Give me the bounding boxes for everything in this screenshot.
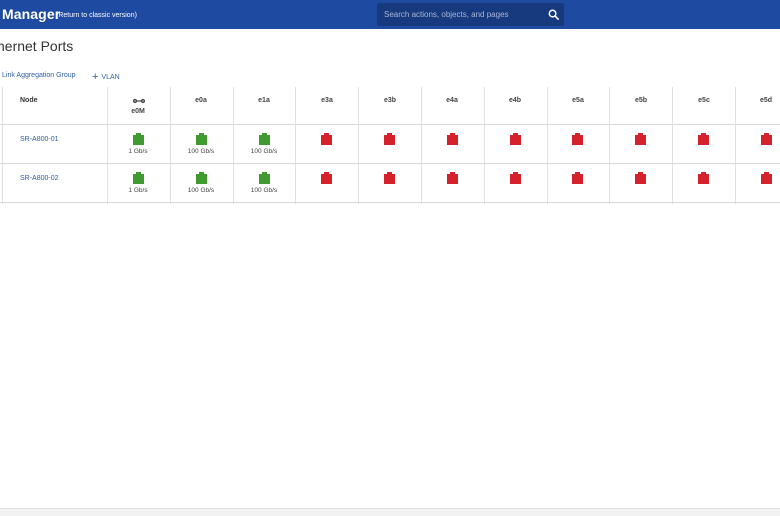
column-divider bbox=[484, 87, 485, 204]
port-speed-label: 100 Gb/s bbox=[187, 148, 215, 155]
port-status-icon-e5a[interactable] bbox=[572, 172, 583, 184]
port-status-icon-e5b[interactable] bbox=[635, 133, 646, 145]
table-row: SR-A800-02 1 Gb/s 100 Gb/s 100 Gb/s bbox=[0, 164, 780, 203]
column-divider bbox=[672, 87, 673, 204]
column-divider bbox=[233, 87, 234, 204]
port-status-icon-e5a[interactable] bbox=[572, 133, 583, 145]
port-status-icon-e3b[interactable] bbox=[384, 133, 395, 145]
port-status-icon-e5d[interactable] bbox=[761, 133, 772, 145]
port-status-icon-e0a[interactable] bbox=[196, 172, 207, 184]
port-status-icon-e4a[interactable] bbox=[447, 172, 458, 184]
port-column-header-e0M: e0M bbox=[131, 108, 145, 115]
port-column-header-e3b: e3b bbox=[383, 97, 397, 104]
node-column-header: Node bbox=[20, 97, 38, 104]
column-divider bbox=[421, 87, 422, 204]
port-status-icon-e1a[interactable] bbox=[259, 133, 270, 145]
port-status-icon-e4a[interactable] bbox=[447, 133, 458, 145]
port-column-header-e4a: e4a bbox=[446, 97, 458, 104]
search-icon[interactable] bbox=[548, 9, 559, 20]
column-divider bbox=[170, 87, 171, 204]
port-status-icon-e0M[interactable] bbox=[133, 172, 144, 184]
port-status-icon-e4b[interactable] bbox=[510, 133, 521, 145]
port-column-header-e5a: e5a bbox=[572, 97, 584, 104]
port-status-icon-e5c[interactable] bbox=[698, 133, 709, 145]
port-column-header-e0a: e0a bbox=[195, 97, 207, 104]
port-column-header-e1a: e1a bbox=[258, 97, 270, 104]
port-status-icon-e5c[interactable] bbox=[698, 172, 709, 184]
plus-icon: + bbox=[92, 71, 99, 83]
port-column-header-e5d: e5d bbox=[759, 97, 773, 104]
table-header-row: Node e0M e0a e1a e3a e3b e4a e4b e5a e5b e5c e5d bbox=[0, 87, 780, 125]
table-row: SR-A800-01 1 Gb/s 100 Gb/s 100 Gb/s bbox=[0, 125, 780, 164]
link-aggregation-group-button[interactable]: Link Aggregation Group bbox=[2, 72, 76, 79]
node-link[interactable]: SR-A800-01 bbox=[20, 136, 59, 143]
port-speed-label: 100 Gb/s bbox=[250, 148, 278, 155]
port-status-icon-e1a[interactable] bbox=[259, 172, 270, 184]
port-status-icon-e4b[interactable] bbox=[510, 172, 521, 184]
port-status-icon-e3a[interactable] bbox=[321, 133, 332, 145]
column-divider bbox=[295, 87, 296, 204]
page-title: hernet Ports bbox=[0, 38, 74, 54]
app-title: Manager bbox=[2, 6, 61, 22]
column-divider bbox=[609, 87, 610, 204]
add-vlan-button[interactable]: + VLAN bbox=[92, 71, 120, 83]
global-search bbox=[377, 3, 564, 26]
port-column-header-e5b: e5b bbox=[634, 97, 648, 104]
column-divider bbox=[358, 87, 359, 204]
port-status-icon-e3b[interactable] bbox=[384, 172, 395, 184]
port-status-icon-e3a[interactable] bbox=[321, 172, 332, 184]
port-status-icon-e0M[interactable] bbox=[133, 133, 144, 145]
column-divider bbox=[735, 87, 736, 204]
ethernet-ports-grid: Node e0M e0a e1a e3a e3b e4a e4b e5a e5b e5c e5d S… bbox=[0, 87, 780, 205]
column-divider bbox=[547, 87, 548, 204]
wrench-icon bbox=[133, 98, 145, 104]
column-divider bbox=[107, 87, 108, 204]
port-speed-label: 100 Gb/s bbox=[250, 187, 278, 194]
port-column-header-e3a: e3a bbox=[321, 97, 333, 104]
port-status-icon-e5b[interactable] bbox=[635, 172, 646, 184]
top-navigation-bar: Manager (Return to classic version) bbox=[0, 0, 780, 29]
return-to-classic-link[interactable]: (Return to classic version) bbox=[56, 12, 137, 19]
port-speed-label: 100 Gb/s bbox=[187, 187, 215, 194]
port-status-icon-e0a[interactable] bbox=[196, 133, 207, 145]
port-column-header-e5c: e5c bbox=[698, 97, 710, 104]
port-speed-label: 1 Gb/s bbox=[128, 148, 148, 155]
port-speed-label: 1 Gb/s bbox=[128, 187, 148, 194]
column-divider bbox=[2, 87, 3, 204]
port-column-header-e4b: e4b bbox=[508, 97, 522, 104]
vlan-label: VLAN bbox=[101, 74, 120, 81]
page-footer bbox=[0, 508, 780, 516]
node-link[interactable]: SR-A800-02 bbox=[20, 175, 59, 182]
search-input[interactable] bbox=[377, 3, 537, 26]
port-status-icon-e5d[interactable] bbox=[761, 172, 772, 184]
